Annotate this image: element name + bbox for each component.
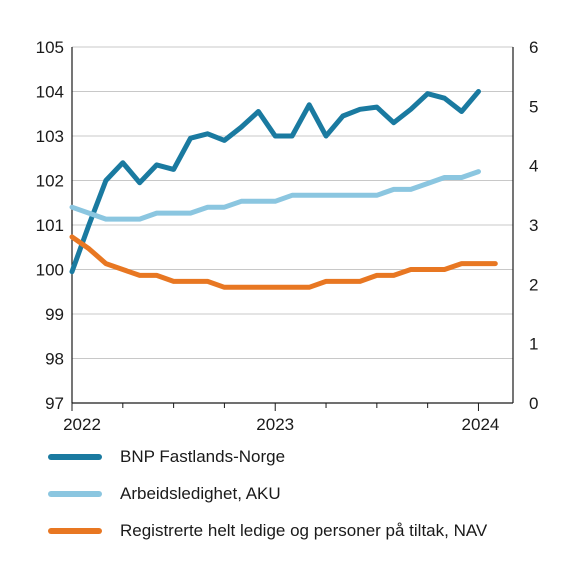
y-right-tick-label: 6 (529, 38, 538, 57)
line-chart: 97 98 99 100 101 102 103 104 105 0 1 2 3 4 5 6 2022 2023 2… (36, 38, 539, 434)
y-right-tick-label: 4 (529, 157, 538, 176)
y-left-tick-label: 97 (45, 394, 64, 413)
legend-swatch-aku (48, 490, 102, 497)
y-right-tick-label: 2 (529, 275, 538, 294)
legend-item-bnp: BNP Fastlands-Norge (48, 438, 568, 475)
series-line-1 (69, 169, 481, 222)
legend-item-aku: Arbeidsledighet, AKU (48, 475, 568, 512)
series-line-0 (69, 89, 481, 275)
y-left-tick-label: 103 (36, 127, 64, 146)
y-left-tick-label: 104 (36, 83, 64, 102)
tick-labels: 97 98 99 100 101 102 103 104 105 0 1 2 3 4 5 6 2022 2023 2… (36, 38, 539, 434)
legend-swatch-bnp (48, 453, 102, 460)
axes (71, 47, 514, 411)
legend-item-nav: Registrerte helt ledige og personer på t… (48, 512, 568, 549)
y-left-tick-label: 99 (45, 305, 64, 324)
y-right-tick-label: 3 (529, 216, 538, 235)
y-left-tick-label: 98 (45, 350, 64, 369)
x-tick-label: 2023 (256, 415, 294, 434)
y-left-tick-label: 105 (36, 38, 64, 57)
grid-lines (72, 46, 513, 359)
x-tick-label: 2022 (63, 415, 101, 434)
legend-label-bnp: BNP Fastlands-Norge (120, 446, 286, 466)
legend: BNP Fastlands-Norge Arbeidsledighet, AKU… (48, 438, 568, 549)
y-right-tick-label: 1 (529, 335, 538, 354)
series-lines (69, 89, 498, 290)
y-right-tick-label: 0 (529, 394, 538, 413)
y-left-tick-label: 101 (36, 216, 64, 235)
y-right-tick-label: 5 (529, 97, 538, 116)
series-line-2 (69, 234, 498, 290)
legend-label-nav: Registrerte helt ledige og personer på t… (120, 520, 488, 540)
x-tick-label: 2024 (462, 415, 500, 434)
y-left-tick-label: 102 (36, 172, 64, 191)
y-left-tick-label: 100 (36, 261, 64, 280)
legend-swatch-nav (48, 527, 102, 534)
legend-label-aku: Arbeidsledighet, AKU (120, 483, 281, 503)
